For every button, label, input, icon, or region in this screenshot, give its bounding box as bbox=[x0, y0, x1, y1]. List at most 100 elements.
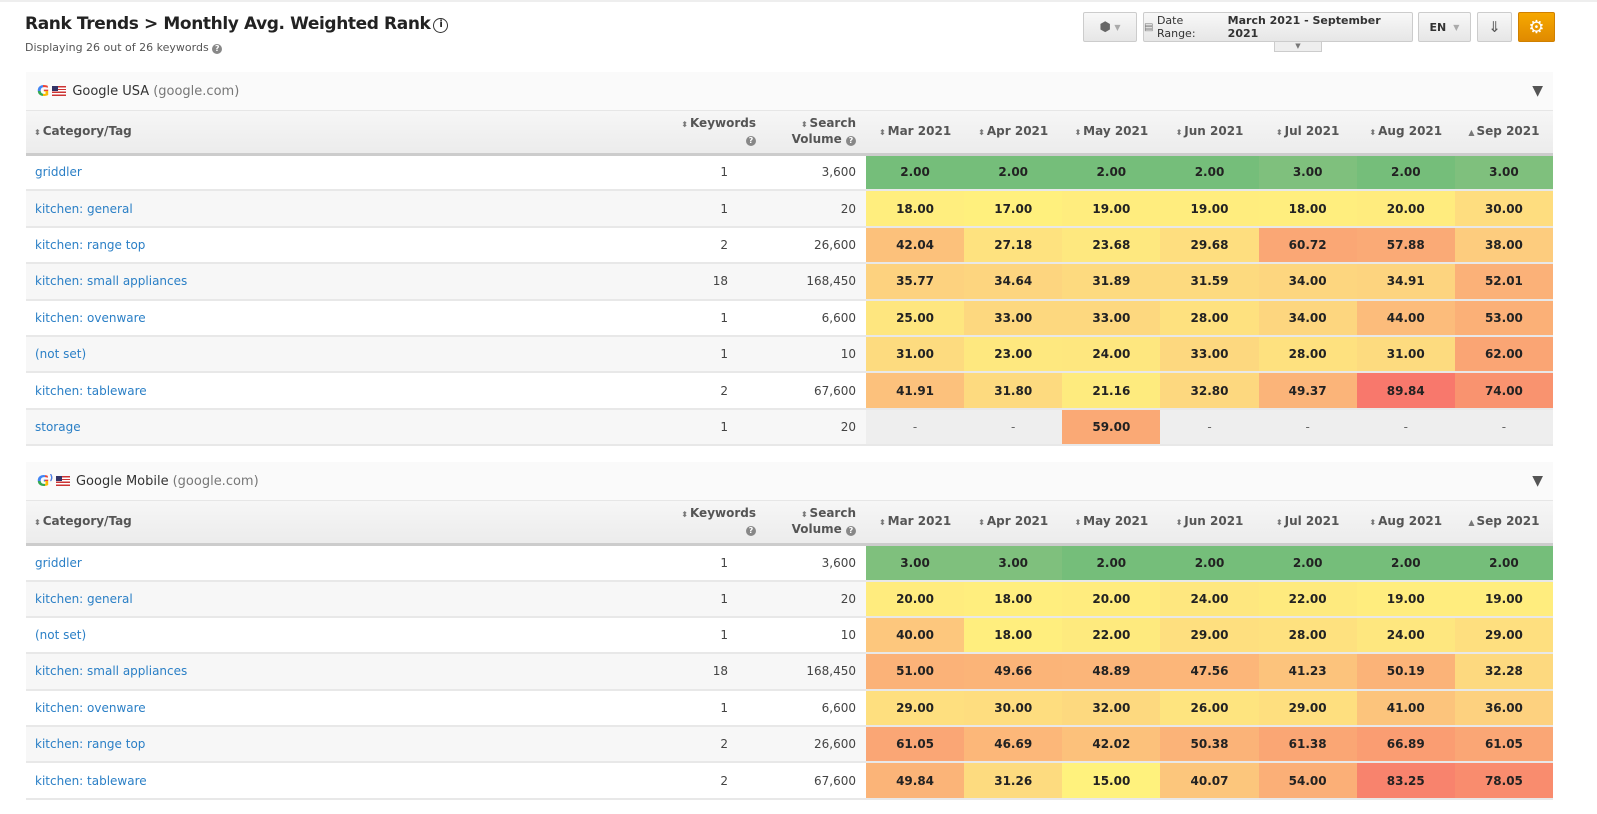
sort-month[interactable]: ⬍ Jul 2021 bbox=[1258, 111, 1357, 156]
sort-keywords[interactable]: ⬍ Keywords ? bbox=[670, 111, 770, 156]
engine-header: G Google USA (google.com) ▼ bbox=[26, 72, 1553, 111]
google-mobile-icon: G) bbox=[37, 472, 53, 491]
category-link[interactable]: (not set) bbox=[26, 335, 670, 374]
rank-cell: 52.01 bbox=[1454, 263, 1553, 301]
download-button[interactable]: ⇓ bbox=[1477, 12, 1512, 42]
rank-cell: 2.00 bbox=[1258, 544, 1357, 582]
rank-cell: 42.02 bbox=[1062, 726, 1161, 764]
help-icon[interactable]: ? bbox=[746, 526, 756, 537]
rank-cell: 3.00 bbox=[1258, 154, 1357, 192]
category-link[interactable]: kitchen: small appliances bbox=[26, 653, 670, 691]
search-volume: 168,450 bbox=[770, 653, 866, 691]
sort-category[interactable]: ⬍ Category/Tag bbox=[26, 501, 670, 546]
rank-cell: 19.00 bbox=[1356, 580, 1455, 618]
sort-month[interactable]: ▲ Sep 2021 bbox=[1454, 501, 1553, 546]
help-icon[interactable]: ? bbox=[746, 136, 756, 147]
rank-cell: - bbox=[964, 408, 1063, 447]
rank-cell: 34.00 bbox=[1258, 299, 1357, 337]
help-icon[interactable]: ? bbox=[846, 136, 856, 147]
sort-month[interactable]: ⬍ Aug 2021 bbox=[1356, 501, 1455, 546]
rank-cell: 34.64 bbox=[964, 263, 1063, 301]
sort-icon: ⬍ bbox=[681, 120, 688, 130]
rank-cell: 25.00 bbox=[866, 299, 965, 337]
rank-cell: 50.38 bbox=[1160, 726, 1259, 764]
sort-month[interactable]: ⬍ Apr 2021 bbox=[964, 111, 1063, 156]
rank-cell: 49.37 bbox=[1258, 372, 1357, 410]
rank-cell: 51.00 bbox=[866, 653, 965, 691]
keywords-count: 18 bbox=[670, 653, 770, 691]
search-volume: 10 bbox=[770, 616, 866, 655]
page-header: Rank Trends > Monthly Avg. Weighted Rank… bbox=[0, 2, 1597, 72]
rank-cell: 33.00 bbox=[964, 299, 1063, 337]
date-range-toggle[interactable]: ▼ bbox=[1274, 42, 1322, 52]
search-volume: 6,600 bbox=[770, 689, 866, 728]
category-link[interactable]: kitchen: ovenware bbox=[26, 299, 670, 337]
sort-volume[interactable]: ⬍ Search Volume ? bbox=[770, 501, 866, 546]
sort-month[interactable]: ⬍ May 2021 bbox=[1062, 111, 1161, 156]
sort-keywords[interactable]: ⬍ Keywords ? bbox=[670, 501, 770, 546]
rank-cell: 2.00 bbox=[1062, 544, 1161, 582]
rank-cell: 46.69 bbox=[964, 726, 1063, 764]
filter-icon[interactable]: ▼ bbox=[1532, 473, 1543, 490]
sort-category[interactable]: ⬍ Category/Tag bbox=[26, 111, 670, 156]
sort-icon: ⬍ bbox=[1369, 127, 1377, 137]
sort-month[interactable]: ⬍ Aug 2021 bbox=[1356, 111, 1455, 156]
category-link[interactable]: kitchen: tableware bbox=[26, 372, 670, 410]
filter-icon[interactable]: ▼ bbox=[1532, 83, 1543, 99]
rank-cell: 20.00 bbox=[866, 580, 965, 618]
settings-button[interactable]: ⚙ bbox=[1518, 12, 1555, 42]
rank-cell: 40.07 bbox=[1160, 762, 1259, 800]
table-row: kitchen: small appliances 18 168,450 35.77 3… bbox=[26, 263, 1553, 301]
category-link[interactable]: kitchen: general bbox=[26, 580, 670, 618]
table-row: griddler 1 3,600 3.00 3.00 2.00 2.00 2.00 2.00 2.… bbox=[26, 544, 1553, 582]
rank-cell: 30.00 bbox=[1454, 190, 1553, 228]
language-selector[interactable]: EN ▼ bbox=[1418, 12, 1471, 42]
rank-cell: 62.00 bbox=[1454, 335, 1553, 374]
sort-volume[interactable]: ⬍ Search Volume ? bbox=[770, 111, 866, 156]
keywords-count: 1 bbox=[670, 154, 770, 192]
category-link[interactable]: kitchen: general bbox=[26, 190, 670, 228]
rank-cell: 20.00 bbox=[1062, 580, 1161, 618]
rank-cell: 3.00 bbox=[964, 544, 1063, 582]
engine-section: G Google USA (google.com) ▼ ⬍ Category/Tag ⬍ Ke… bbox=[26, 72, 1553, 447]
category-link[interactable]: (not set) bbox=[26, 616, 670, 655]
search-volume: 168,450 bbox=[770, 263, 866, 301]
category-link[interactable]: kitchen: range top bbox=[26, 226, 670, 265]
rank-cell: 31.00 bbox=[1356, 335, 1455, 374]
date-range-button[interactable]: ▤ Date Range: March 2021 - September 202… bbox=[1143, 12, 1413, 42]
rank-cell: 20.00 bbox=[1356, 190, 1455, 228]
sort-month[interactable]: ⬍ Jul 2021 bbox=[1258, 501, 1357, 546]
category-link[interactable]: griddler bbox=[26, 544, 670, 582]
sort-month[interactable]: ⬍ Jun 2021 bbox=[1160, 501, 1259, 546]
category-link[interactable]: griddler bbox=[26, 154, 670, 192]
table-row: kitchen: tableware 2 67,600 41.91 31.80 21.16… bbox=[26, 372, 1553, 410]
sort-icon: ⬍ bbox=[1074, 517, 1082, 527]
keywords-count: 2 bbox=[670, 372, 770, 410]
rank-cell: 31.89 bbox=[1062, 263, 1161, 301]
rank-cell: 42.04 bbox=[866, 226, 965, 265]
gear-icon: ⚙ bbox=[1528, 16, 1545, 38]
rank-cell: 40.00 bbox=[866, 616, 965, 655]
sort-month[interactable]: ⬍ Apr 2021 bbox=[964, 501, 1063, 546]
info-icon[interactable]: i bbox=[433, 18, 449, 33]
category-link[interactable]: kitchen: small appliances bbox=[26, 263, 670, 301]
sort-asc-icon: ▲ bbox=[1468, 517, 1475, 527]
sort-month[interactable]: ⬍ May 2021 bbox=[1062, 501, 1161, 546]
sort-month[interactable]: ▲ Sep 2021 bbox=[1454, 111, 1553, 156]
table-row: kitchen: small appliances 18 168,450 51.00 4… bbox=[26, 653, 1553, 691]
rank-cell: 22.00 bbox=[1258, 580, 1357, 618]
sort-month[interactable]: ⬍ Mar 2021 bbox=[866, 111, 965, 156]
view-selector-button[interactable]: ⬢ ▼ bbox=[1083, 12, 1137, 42]
rank-cell: 31.59 bbox=[1160, 263, 1259, 301]
sort-month[interactable]: ⬍ Jun 2021 bbox=[1160, 111, 1259, 156]
sort-month[interactable]: ⬍ Mar 2021 bbox=[866, 501, 965, 546]
category-link[interactable]: kitchen: ovenware bbox=[26, 689, 670, 728]
help-icon[interactable]: ? bbox=[846, 526, 856, 537]
help-icon[interactable]: ? bbox=[212, 44, 223, 54]
category-link[interactable]: kitchen: tableware bbox=[26, 762, 670, 800]
category-link[interactable]: storage bbox=[26, 408, 670, 447]
keywords-count: 2 bbox=[670, 226, 770, 265]
rank-cell: 38.00 bbox=[1454, 226, 1553, 265]
category-link[interactable]: kitchen: range top bbox=[26, 726, 670, 764]
search-volume: 67,600 bbox=[770, 762, 866, 800]
